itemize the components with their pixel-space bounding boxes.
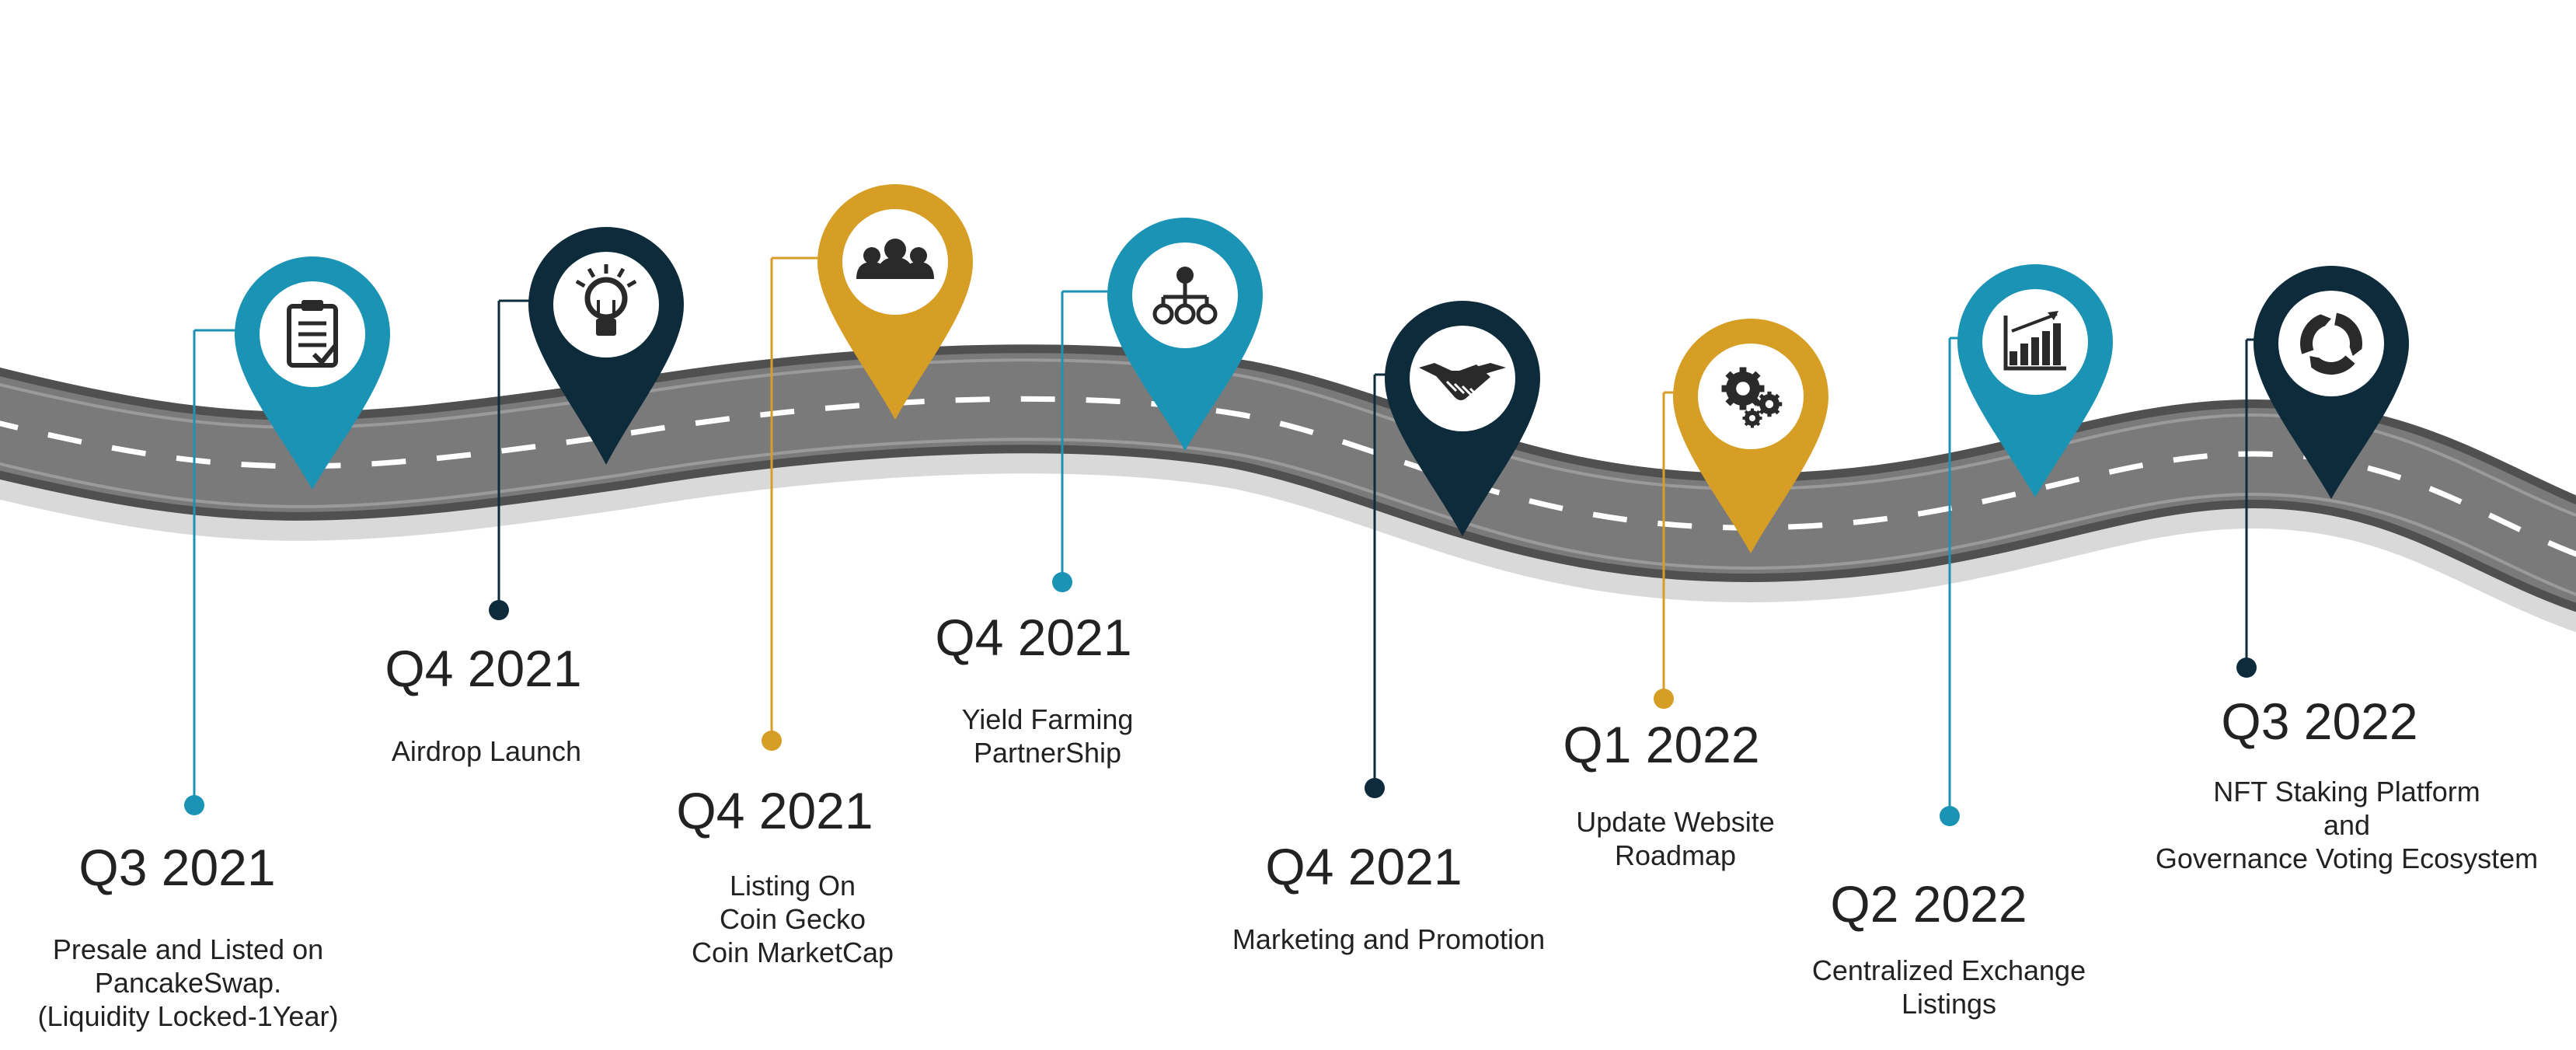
milestone-description: Update Website Roadmap <box>1576 805 1774 872</box>
milestone-quarter: Q4 2021 <box>935 609 1132 666</box>
road-edge-line <box>0 438 2576 596</box>
milestone-description-line: Coin MarketCap <box>691 937 894 968</box>
milestone-quarter: Q3 2021 <box>78 839 276 896</box>
milestone-description-line: Presale and Listed on <box>52 933 324 965</box>
pin-icon-circle <box>2278 291 2384 396</box>
hierarchy-icon <box>1152 267 1218 325</box>
milestone-description-line: Listing On <box>729 870 856 902</box>
map-pin <box>1107 218 1263 451</box>
milestone-description-line: PancakeSwap. <box>94 967 282 999</box>
pin-icon-circle <box>553 252 659 358</box>
map-pin <box>235 256 390 490</box>
milestone-description-line: (Liquidity Locked-1Year) <box>37 1000 339 1032</box>
milestone-description: Marketing and Promotion <box>1232 923 1545 956</box>
bar-chart-growth-icon <box>2003 311 2066 371</box>
milestone-quarter: Q4 2021 <box>676 782 873 839</box>
map-pin <box>1673 319 1828 553</box>
lightbulb-icon <box>575 264 637 336</box>
milestone-description-line: Centralized Exchange <box>1811 954 2086 986</box>
connector-dot <box>2236 658 2257 678</box>
milestone-description-line: Roadmap <box>1614 839 1737 871</box>
team-icon <box>856 239 934 279</box>
milestone-description-line: Airdrop Launch <box>391 735 582 767</box>
milestone-description: Listing On Coin Gecko Coin MarketCap <box>692 869 894 969</box>
connector-dot <box>1654 689 1674 709</box>
milestone-description-line: NFT Staking Platform <box>2213 776 2480 808</box>
clipboard-check-icon <box>287 300 338 368</box>
map-pin <box>1385 301 1540 536</box>
milestone-quarter: Q4 2021 <box>385 640 582 697</box>
milestone-description: Centralized Exchange Listings <box>1812 954 2086 1020</box>
connector-dot <box>762 731 782 751</box>
handshake-icon <box>1419 363 1506 400</box>
milestone-description-line: Yield Farming <box>961 703 1134 735</box>
milestone-description: Airdrop Launch <box>392 734 581 768</box>
connector-dot <box>1940 806 1960 826</box>
connector-dot <box>184 795 204 815</box>
cycle-arrows-icon <box>2300 312 2362 375</box>
connector-dot <box>1052 572 1072 592</box>
milestone-description-line: Update Website <box>1576 806 1775 838</box>
milestone-description-line: Listings <box>1901 988 1997 1020</box>
milestone-description-line: Governance Voting Ecosystem <box>2155 842 2539 874</box>
milestone-quarter: Q3 2022 <box>2221 692 2418 750</box>
milestone-description: NFT Staking Platform and Governance Voting… <box>2156 775 2538 875</box>
milestone-quarter: Q4 2021 <box>1265 838 1462 895</box>
milestone-description: Presale and Listed on PancakeSwap. (Liquid… <box>38 933 339 1033</box>
map-pin <box>817 184 973 420</box>
milestone-description-line: PartnerShip <box>973 737 1122 769</box>
milestone-quarter: Q1 2022 <box>1563 716 1760 773</box>
milestone-description-line: Coin Gecko <box>719 903 866 935</box>
milestone-description-line: Marketing and Promotion <box>1232 923 1546 955</box>
gears-icon <box>1721 367 1783 428</box>
map-pin <box>1957 264 2113 497</box>
milestone-description: Yield Farming PartnerShip <box>962 703 1134 769</box>
map-pin <box>528 227 684 465</box>
road-center-dashes <box>0 396 2576 557</box>
milestone-quarter: Q2 2022 <box>1830 875 2027 933</box>
connector-dot <box>1365 778 1385 798</box>
road-edge-line <box>0 358 2576 517</box>
map-pin <box>2254 266 2409 499</box>
milestone-description-line: and <box>2323 809 2371 841</box>
connector-dot <box>489 600 509 620</box>
